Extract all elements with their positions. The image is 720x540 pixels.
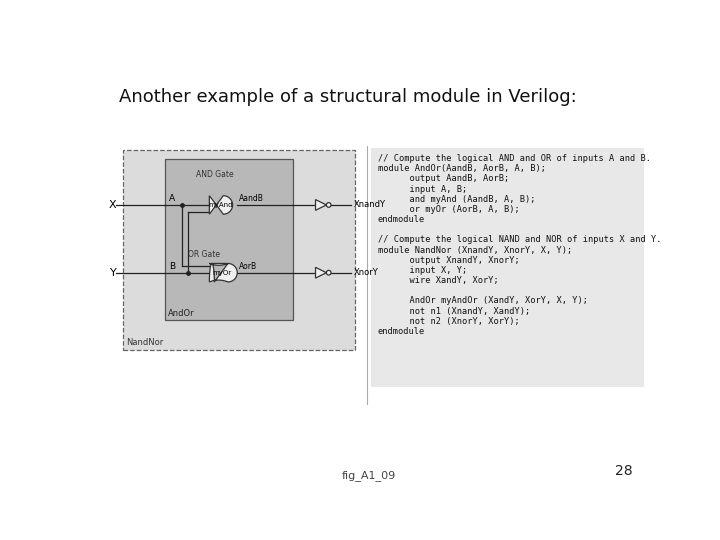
Text: myOr: myOr — [212, 269, 231, 276]
Polygon shape — [210, 195, 233, 214]
Text: or myOr (AorB, A, B);: or myOr (AorB, A, B); — [377, 205, 519, 214]
Text: input X, Y;: input X, Y; — [377, 266, 467, 275]
Text: X: X — [109, 200, 117, 210]
FancyBboxPatch shape — [122, 150, 355, 350]
Text: fig_A1_09: fig_A1_09 — [342, 470, 396, 481]
Text: and myAnd (AandB, A, B);: and myAnd (AandB, A, B); — [377, 195, 535, 204]
Text: not n1 (XnandY, XandY);: not n1 (XnandY, XandY); — [377, 307, 530, 315]
Text: AndOr myAndOr (XandY, XorY, X, Y);: AndOr myAndOr (XandY, XorY, X, Y); — [377, 296, 588, 306]
Polygon shape — [210, 264, 237, 282]
Text: module NandNor (XnandY, XnorY, X, Y);: module NandNor (XnandY, XnorY, X, Y); — [377, 246, 572, 254]
Polygon shape — [315, 200, 326, 211]
Text: output XnandY, XnorY;: output XnandY, XnorY; — [377, 256, 519, 265]
Text: A: A — [169, 194, 175, 204]
Text: XnorY: XnorY — [354, 268, 378, 277]
Text: output AandB, AorB;: output AandB, AorB; — [377, 174, 509, 184]
Circle shape — [326, 271, 331, 275]
Text: endmodule: endmodule — [377, 327, 425, 336]
Text: // Compute the logical AND and OR of inputs A and B.: // Compute the logical AND and OR of inp… — [377, 154, 651, 163]
FancyBboxPatch shape — [165, 159, 293, 320]
Text: Y: Y — [109, 268, 117, 278]
Text: B: B — [169, 262, 175, 271]
Text: 28: 28 — [615, 464, 632, 478]
Text: // Compute the logical NAND and NOR of inputs X and Y.: // Compute the logical NAND and NOR of i… — [377, 235, 661, 245]
Text: AND Gate: AND Gate — [196, 170, 234, 179]
Text: NandNor: NandNor — [126, 339, 163, 347]
Text: not n2 (XnorY, XorY);: not n2 (XnorY, XorY); — [377, 317, 519, 326]
Text: myAnd: myAnd — [209, 202, 233, 208]
Text: AorB: AorB — [239, 262, 257, 271]
Text: AndOr: AndOr — [168, 309, 195, 318]
Text: XnandY: XnandY — [354, 200, 385, 210]
Text: wire XandY, XorY;: wire XandY, XorY; — [377, 276, 498, 285]
Circle shape — [326, 202, 331, 207]
Polygon shape — [315, 267, 326, 278]
Text: AandB: AandB — [239, 194, 264, 204]
FancyBboxPatch shape — [372, 148, 644, 387]
Text: OR Gate: OR Gate — [189, 249, 220, 259]
Text: Another example of a structural module in Verilog:: Another example of a structural module i… — [120, 88, 577, 106]
Text: input A, B;: input A, B; — [377, 185, 467, 194]
Text: module AndOr(AandB, AorB, A, B);: module AndOr(AandB, AorB, A, B); — [377, 164, 546, 173]
Text: endmodule: endmodule — [377, 215, 425, 224]
